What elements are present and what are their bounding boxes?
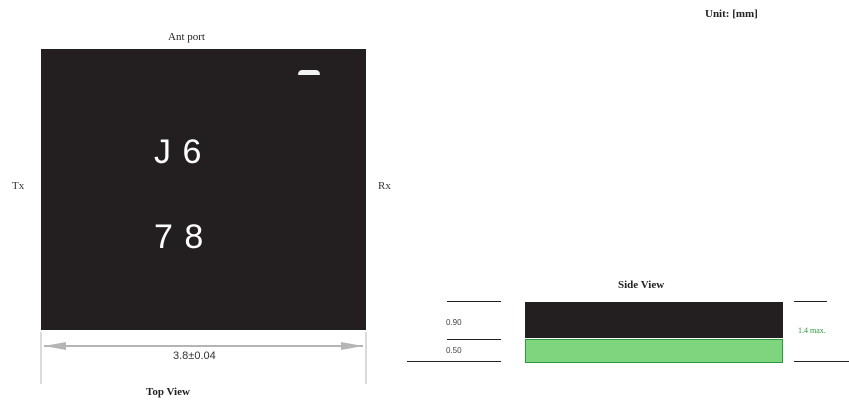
dimension-arrow-right [341, 342, 363, 350]
tx-label: Tx [12, 180, 25, 192]
side-dim-line-top [447, 301, 501, 302]
side-dim-line-middle [447, 339, 501, 340]
width-dimension-label: 3.8±0.04 [173, 350, 216, 362]
side-dim-line-bottom-right [794, 361, 849, 362]
side-view-substrate-layer [525, 339, 783, 363]
ant-port-label: Ant port [168, 31, 205, 43]
top-view-caption: Top View [146, 386, 190, 398]
side-dim-line-top-right [794, 301, 827, 302]
unit-label: Unit: [mm] [705, 8, 758, 20]
pin1-marker [298, 70, 320, 75]
chip-marking-line2: 7 8 [154, 218, 205, 256]
side-view-caption: Side View [618, 279, 665, 291]
side-dim-line-bottom [407, 361, 501, 362]
dimension-arrow-left [44, 342, 66, 350]
bottom-layer-thickness: 0.50 [446, 346, 462, 355]
top-layer-thickness: 0.90 [446, 318, 462, 327]
chip-marking-line1: J 6 [154, 133, 203, 171]
max-height-label: 1.4 max. [798, 326, 826, 335]
top-view-chip [41, 49, 366, 330]
rx-label: Rx [378, 180, 391, 192]
side-view-top-layer [525, 302, 783, 338]
